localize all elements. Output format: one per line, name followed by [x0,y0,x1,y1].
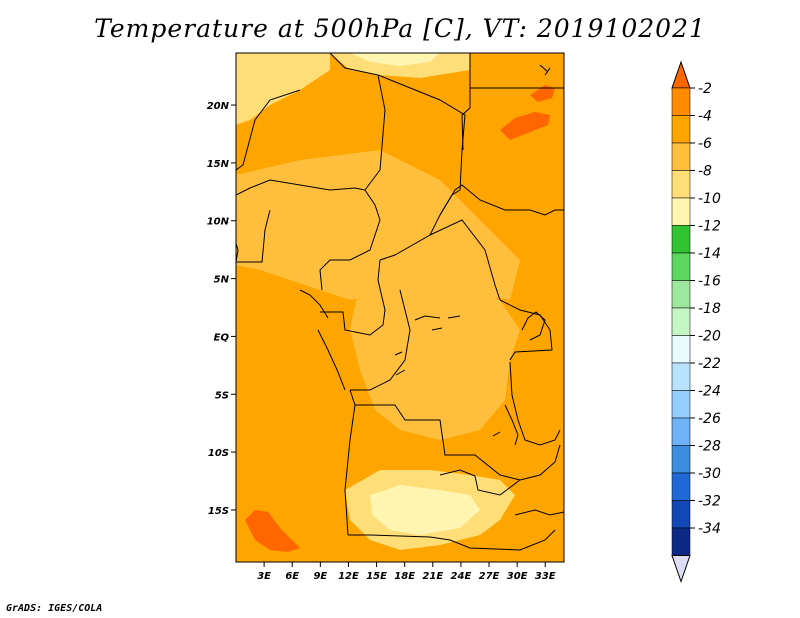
colorbar-label: -34 [698,521,721,537]
map-frame [235,52,565,563]
colorbar-swatch [671,417,691,446]
lon-tick-label: 12E [338,571,359,582]
lon-tick-label: 33E [535,571,556,582]
lon-tick-label: 30E [507,571,528,582]
colorbar-bottom-arrow [671,555,691,584]
region-central-basin [350,280,520,440]
colorbar-label: -6 [698,136,712,152]
colorbar-swatch [671,225,691,254]
latitude-axis: 20N 15N 10N 5N EQ 5S 10S 15S [207,101,236,517]
lat-tick-label: 5S [215,390,229,401]
lat-tick-label: EQ [214,332,230,343]
colorbar-label: -12 [698,219,721,235]
colorbar-label: -2 [698,81,712,97]
temperature-field [236,53,564,562]
lat-tick-label: 10N [207,217,230,228]
lat-tick-label: 15N [207,159,230,170]
grads-credit: GrADS: IGES/COLA [6,603,103,614]
colorbar-swatch [671,390,691,419]
colorbar-swatch [671,472,691,501]
colorbar-swatch [671,142,691,171]
colorbar-swatch [671,197,691,226]
lon-tick-label: 6E [285,571,299,582]
lon-tick-label: 18E [394,571,415,582]
lat-tick-label: 10S [208,448,229,459]
lon-tick-label: 15E [366,571,387,582]
lat-tick-label: 15S [208,506,229,517]
lat-tick-label: 20N [207,101,230,112]
region-northern-pale [350,53,440,66]
colorbar-label: -30 [698,466,721,482]
colorbar-label: -8 [698,164,712,180]
colorbar-swatch [671,527,691,556]
colorbar-label: -14 [698,246,721,262]
lon-tick-label: 21E [422,571,443,582]
colorbar-label: -26 [698,411,721,427]
longitude-axis: 3E 6E 9E 12E 15E 18E 21E 24E 27E 30E 33E [257,562,556,582]
colorbar-swatch [671,445,691,474]
colorbar-label: -10 [698,191,721,207]
colorbar-label: -4 [698,109,712,125]
colorbar-swatch [671,362,691,391]
colorbar-swatch [671,280,691,309]
colorbar-swatch [671,307,691,336]
region-northwest-warm [236,53,330,125]
chart-title: Temperature at 500hPa [C], VT: 201910202… [94,14,706,43]
lon-tick-label: 27E [479,571,500,582]
colorbar-swatch [671,115,691,144]
region-ne-hot [500,112,550,140]
colorbar-swatch [671,170,691,199]
colorbar-label: -18 [698,301,721,317]
lat-tick-label: 5N [214,275,230,286]
colorbar-label: -16 [698,274,721,290]
lon-tick-label: 24E [451,571,472,582]
colorbar-swatch [671,500,691,529]
colorbar-label: -22 [698,356,721,372]
region-ne-hot-2 [530,85,555,102]
colorbar-swatch [671,335,691,364]
region-sw-ocean-hot [245,510,300,552]
colorbar-swatch [671,87,691,116]
colorbar-swatch [671,252,691,281]
colorbar-label: -32 [698,494,721,510]
colorbar: -2 -4 -6 -8 -10 -12 -14 -16 -18 -20 -22 -24 -26 -28 -3… [671,60,721,584]
lon-tick-label: 3E [257,571,271,582]
region-southern-pale [370,485,480,535]
colorbar-label: -24 [698,384,721,400]
lon-tick-label: 9E [313,571,327,582]
colorbar-top-arrow [671,60,691,89]
country-boundaries [236,53,564,551]
colorbar-label: -20 [698,329,721,345]
colorbar-label: -28 [698,439,721,455]
